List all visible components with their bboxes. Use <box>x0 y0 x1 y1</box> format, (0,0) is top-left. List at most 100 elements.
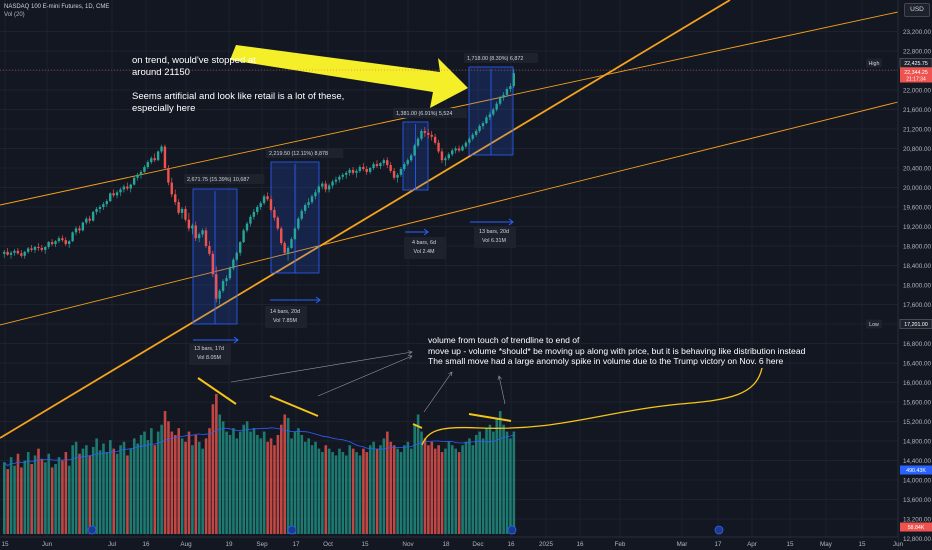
arrow-head <box>508 218 514 226</box>
volume-bar <box>362 448 365 534</box>
volume-bar <box>50 467 54 534</box>
time-axis[interactable]: 15 Jun Jul 16 Aug 19 Sep 17 Oct 15 Nov 18 Dec 16 2025 1… <box>0 536 904 550</box>
volume-bar <box>26 452 30 534</box>
time-tick-label: Jun <box>42 541 53 548</box>
candle-body <box>392 170 396 178</box>
candle-body <box>98 207 102 209</box>
volume-bar <box>242 424 245 534</box>
candle-body <box>256 207 259 212</box>
pointer-arrow-head <box>407 355 413 360</box>
time-tick-label: Sep <box>256 541 268 548</box>
currency-button[interactable]: USD <box>904 3 930 17</box>
volume-bar <box>256 434 259 534</box>
candle-body <box>505 89 509 95</box>
volume-bar <box>348 445 352 534</box>
candle-body <box>88 218 91 221</box>
candle-body <box>44 246 47 250</box>
volume-bar <box>54 464 57 534</box>
volume-bar <box>105 452 109 534</box>
volume-bar <box>197 441 201 534</box>
candle-body <box>403 164 406 169</box>
candle-body <box>488 114 492 118</box>
candle-body <box>303 205 307 211</box>
volume-bar <box>379 445 382 534</box>
volume-indicator-label: Vol (20) <box>4 12 25 18</box>
volume-bar <box>13 465 16 534</box>
candle-body <box>478 126 481 131</box>
volume-bar <box>437 445 440 534</box>
candle-body <box>95 208 98 212</box>
arrow-head <box>315 296 321 304</box>
volume-bar <box>122 441 126 534</box>
candle-body <box>427 132 430 135</box>
volume-bar <box>286 417 290 534</box>
time-tick-label: Nov <box>402 541 414 548</box>
volume-bar <box>85 445 88 534</box>
candle-body <box>409 155 413 161</box>
candle-body <box>481 123 485 127</box>
volume-bar <box>204 438 208 534</box>
volume-bar <box>269 438 273 534</box>
candle-body <box>468 138 471 143</box>
volume-bar <box>427 445 430 534</box>
measure-top-label-bg <box>184 174 265 184</box>
candle-body <box>492 109 495 115</box>
volume-bar <box>177 428 181 534</box>
candle-body <box>252 211 256 217</box>
volume-bar <box>509 438 512 534</box>
candle-body <box>307 202 310 206</box>
time-tick-label: 15 <box>361 541 369 548</box>
volume-bar <box>208 428 211 534</box>
volume-bar <box>47 453 51 534</box>
candle-body <box>238 242 242 253</box>
volume-bar <box>481 438 485 534</box>
volume-bar <box>201 448 204 534</box>
volume-bar <box>30 464 33 534</box>
price-tag-value: 22,344.25 <box>904 70 928 76</box>
candle-body <box>115 192 119 196</box>
volume-bar <box>71 445 74 534</box>
time-tick-label: Aug <box>180 541 192 548</box>
candle-body <box>406 160 409 165</box>
price-tick-label: 16,800.00 <box>903 341 932 348</box>
volume-bar <box>235 438 239 534</box>
volume-bar <box>191 445 194 534</box>
candle-body <box>512 73 515 87</box>
volume-bar <box>194 434 198 534</box>
price-tick-label: 20,000.00 <box>903 185 932 192</box>
candle-body <box>187 219 191 229</box>
time-tick-label: Dec <box>472 541 483 548</box>
volume-bar <box>341 452 345 534</box>
candle-body <box>136 174 139 178</box>
candle-body <box>150 158 153 163</box>
candle-body <box>430 134 433 137</box>
volume-bar <box>338 448 341 534</box>
price-tick-label: 15,200.00 <box>903 419 932 426</box>
candle-body <box>146 162 150 168</box>
volume-bar <box>358 455 362 534</box>
price-tag-caption-bg <box>866 58 882 68</box>
volume-bar <box>409 448 413 534</box>
volume-bar <box>365 452 369 534</box>
candle-body <box>355 170 358 173</box>
candle-body <box>495 103 498 110</box>
candle-body <box>167 168 170 183</box>
candle-body <box>314 192 317 197</box>
price-tick-label: 18,800.00 <box>903 244 932 251</box>
candle-body <box>184 208 187 220</box>
candle-body <box>348 169 351 173</box>
volume-bar <box>184 441 187 534</box>
volume-bar <box>61 460 64 534</box>
arrow-head <box>423 228 429 236</box>
volume-bar <box>382 438 386 534</box>
price-tag-value: 490.43K <box>906 468 926 474</box>
candle-body <box>471 134 474 139</box>
candle-body <box>317 186 321 193</box>
candle-body <box>23 251 26 256</box>
volume-slope-line <box>412 423 423 429</box>
candle-body <box>163 146 167 168</box>
candle-body <box>334 179 338 182</box>
volume-bar <box>37 448 40 534</box>
candle-body <box>262 196 266 204</box>
